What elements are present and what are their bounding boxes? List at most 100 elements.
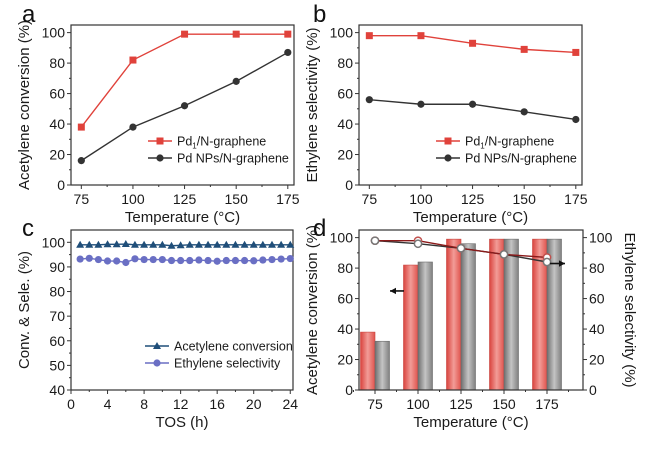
data-point-0 xyxy=(258,240,267,248)
data-point-0 xyxy=(284,30,292,38)
y-axis-title: Conv. & Sele. (%) xyxy=(16,251,33,369)
panel-letter: c xyxy=(22,215,34,242)
data-point-1 xyxy=(177,256,185,265)
data-point-0 xyxy=(286,240,295,248)
legend-marker xyxy=(153,342,161,349)
x-tick-label: 100 xyxy=(406,396,430,412)
data-point-1 xyxy=(213,257,221,265)
y-tick-label-right: 20 xyxy=(589,352,605,368)
data-point-1 xyxy=(259,256,267,264)
data-point-0 xyxy=(469,39,477,47)
x-tick-label: 125 xyxy=(449,396,473,412)
series-line-1 xyxy=(80,257,291,264)
y-tick-label: 100 xyxy=(42,25,66,41)
arrowhead-left-icon xyxy=(390,287,396,295)
y-axis-title-right: Ethylene selectivity (%) xyxy=(621,232,638,387)
bar-1 xyxy=(503,238,519,391)
y-tick-label: 80 xyxy=(49,55,65,71)
bar-0 xyxy=(489,238,505,391)
x-tick-label: 125 xyxy=(461,191,485,207)
y-tick-label: 60 xyxy=(49,86,65,102)
plot-frame xyxy=(70,24,295,186)
selectivity-point-1 xyxy=(413,239,423,249)
data-point-0 xyxy=(76,240,85,248)
bar-1 xyxy=(417,261,433,391)
data-point-1 xyxy=(94,255,103,264)
legend-marker xyxy=(444,137,452,145)
legend-item-1: Pd NPs/N-graphene xyxy=(436,152,577,166)
legend-label-sub: 1 xyxy=(480,142,485,151)
x-tick-label: 16 xyxy=(209,396,225,412)
data-point-1 xyxy=(167,256,176,265)
data-point-0 xyxy=(140,240,149,248)
x-tick-label: 175 xyxy=(276,191,300,207)
y-tick-label: 60 xyxy=(49,333,65,349)
selectivity-point-1 xyxy=(542,257,552,267)
plot-frame xyxy=(358,229,584,391)
data-point-0 xyxy=(213,240,222,248)
legend-item-1: Pd NPs/N-graphene xyxy=(148,152,289,166)
x-tick-label: 8 xyxy=(140,396,148,412)
x-tick-label: 75 xyxy=(74,191,90,207)
y-tick-label: 0 xyxy=(345,177,353,193)
data-point-1 xyxy=(180,102,189,110)
plot-frame xyxy=(70,229,294,391)
data-point-0 xyxy=(267,240,276,248)
data-point-0 xyxy=(176,241,185,249)
series-line-0 xyxy=(80,33,288,128)
legend-label-rest: /N-graphene xyxy=(197,135,267,149)
data-point-0 xyxy=(103,240,112,248)
y-tick-label: 20 xyxy=(337,352,353,368)
data-point-0 xyxy=(112,240,121,248)
legend-label: Pd1/N-graphene xyxy=(177,135,266,151)
data-point-0 xyxy=(417,32,425,40)
y-axis-title: Acetylene conversion (%) xyxy=(304,225,321,395)
legend-item-1: Ethylene selectivity xyxy=(145,357,281,371)
x-axis-title: Temperature (°C) xyxy=(413,209,528,226)
data-point-1 xyxy=(76,255,84,263)
y-tick-label: 0 xyxy=(345,382,353,398)
legend-item-0: Pd1/N-graphene xyxy=(148,135,266,151)
series-line-0 xyxy=(80,243,291,247)
y-tick-label: 0 xyxy=(57,177,65,193)
data-point-0 xyxy=(149,240,158,248)
y-tick-label: 80 xyxy=(49,284,65,300)
bar-1 xyxy=(460,243,476,391)
data-point-0 xyxy=(129,56,137,64)
data-point-0 xyxy=(277,240,286,248)
data-point-1 xyxy=(122,258,130,267)
x-axis-title: TOS (h) xyxy=(155,414,208,431)
data-point-1 xyxy=(158,255,166,264)
x-tick-label: 100 xyxy=(409,191,433,207)
x-tick-label: 0 xyxy=(67,396,75,412)
data-point-1 xyxy=(240,256,249,265)
data-point-0 xyxy=(94,240,103,248)
y-tick-label-right: 100 xyxy=(589,230,613,246)
y-tick-label: 40 xyxy=(337,321,353,337)
legend-marker xyxy=(444,154,452,162)
panel-letter: b xyxy=(313,1,326,28)
y-tick-label: 20 xyxy=(49,147,65,163)
x-tick-label: 175 xyxy=(564,191,588,207)
bar-0 xyxy=(360,331,376,391)
y-tick-label-right: 40 xyxy=(589,321,605,337)
legend-label: Pd NPs/N-graphene xyxy=(177,152,289,166)
panel-c: 40 50 60 70 80 90 100 0 4 8 12 16 20 24 Acetylene conv… xyxy=(16,215,298,431)
data-point-1 xyxy=(195,256,203,264)
y-tick-label: 20 xyxy=(337,147,353,163)
y-tick-label: 40 xyxy=(49,382,65,398)
y-axis-title: Ethylene selectivity (%) xyxy=(304,27,321,182)
data-point-1 xyxy=(268,255,276,264)
data-point-1 xyxy=(284,48,292,57)
y-tick-label: 80 xyxy=(337,55,353,71)
data-point-1 xyxy=(468,100,477,108)
legend-label-rest: /N-graphene xyxy=(485,135,555,149)
y-tick-label: 90 xyxy=(49,259,65,275)
data-point-0 xyxy=(194,240,203,248)
y-tick-label: 100 xyxy=(330,230,354,246)
x-tick-label: 100 xyxy=(121,191,145,207)
panel-a: 0 20 40 60 80 100 75 100 125 150 175 Pd1/N-graphene… xyxy=(16,1,300,226)
legend-label-sub: 1 xyxy=(192,142,197,151)
data-point-0 xyxy=(167,241,176,249)
